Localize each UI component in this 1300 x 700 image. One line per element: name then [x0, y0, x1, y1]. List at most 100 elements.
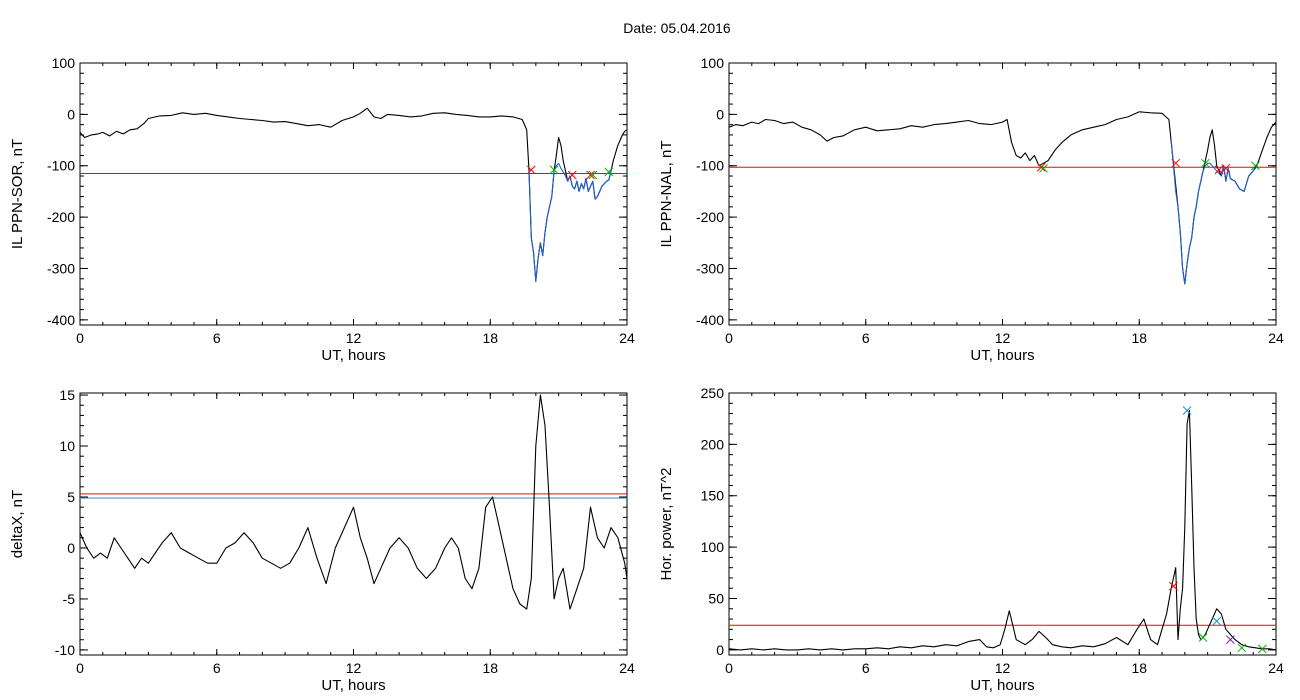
data-point-marker: [1200, 158, 1210, 168]
y-tick-label: 5: [67, 489, 75, 505]
x-tick-label: 12: [995, 660, 1011, 676]
data-point-marker: [1212, 616, 1222, 626]
data-point-marker: [1226, 635, 1235, 644]
x-tick-label: 18: [1131, 330, 1147, 346]
x-tick-label: 18: [1131, 660, 1147, 676]
chart-data-group: [80, 107, 627, 282]
x-tick-label: 24: [619, 330, 635, 346]
y-tick-label: 100: [701, 539, 725, 555]
chart-panel: 0 6 12 18 24 100 0 -100 -200 -300 -400 UT, hours IL …: [9, 55, 635, 364]
x-tick-label: 6: [213, 660, 221, 676]
x-tick-label: 6: [862, 660, 870, 676]
marker-stroke: [588, 170, 598, 180]
marker-stroke: [1257, 644, 1267, 654]
x-tick-label: 0: [76, 660, 84, 676]
marker-stroke: [1198, 633, 1208, 642]
y-tick-label: 100: [701, 55, 725, 71]
y-tick-label: 150: [701, 488, 725, 504]
data-point-marker: [604, 167, 614, 177]
x-tick-label: 24: [619, 660, 635, 676]
y-tick-label: -300: [47, 260, 75, 276]
chart-data-group: [729, 406, 1276, 654]
marker-stroke: [1036, 162, 1046, 172]
plot-frame: [728, 392, 1277, 656]
y-tick-label: -10: [55, 642, 75, 658]
plot-frame: [728, 62, 1277, 326]
y-tick-label: -100: [696, 158, 724, 174]
x-tick-label: 0: [725, 330, 733, 346]
y-tick-label: 10: [59, 438, 75, 454]
x-tick-label: 18: [482, 660, 498, 676]
y-tick-label: 0: [67, 540, 75, 556]
y-tick-label: -200: [696, 209, 724, 225]
y-tick-label: 15: [59, 387, 75, 403]
data-point-marker: [1169, 581, 1178, 591]
marker-stroke: [567, 170, 577, 180]
data-point-marker: [549, 165, 559, 175]
x-tick-label: 12: [346, 330, 362, 346]
plot-frame: [79, 62, 628, 326]
data-point-marker: [567, 170, 577, 180]
marker-stroke: [549, 165, 559, 175]
y-tick-label: 100: [52, 55, 76, 71]
x-axis-label: UT, hours: [321, 347, 385, 364]
marker-stroke: [1214, 165, 1224, 175]
y-tick-label: -400: [696, 312, 724, 328]
data-point-marker: [586, 170, 595, 180]
x-axis-label: UT, hours: [970, 677, 1034, 694]
marker-stroke: [604, 167, 614, 177]
x-axis-label: UT, hours: [970, 347, 1034, 364]
series-line: [729, 111, 1276, 285]
marker-stroke: [1039, 163, 1048, 173]
marker-stroke: [1226, 635, 1235, 644]
y-tick-label: 250: [701, 385, 725, 401]
marker-stroke: [1169, 581, 1178, 591]
series-line: [528, 162, 612, 282]
x-tick-label: 24: [1268, 660, 1284, 676]
series-line: [1170, 140, 1259, 285]
x-tick-label: 18: [482, 330, 498, 346]
marker-stroke: [1221, 163, 1231, 173]
marker-stroke: [1200, 158, 1210, 168]
x-tick-label: 0: [76, 330, 84, 346]
y-tick-label: 50: [708, 590, 724, 606]
y-axis-label: Hor. power, nT^2: [658, 468, 675, 581]
y-tick-label: -5: [63, 591, 76, 607]
y-axis-label: IL PPN-NAL, nT: [658, 141, 675, 248]
y-tick-label: -300: [696, 260, 724, 276]
data-point-marker: [526, 165, 536, 175]
marker-stroke: [1237, 643, 1247, 653]
data-point-marker: [1039, 163, 1048, 173]
x-tick-label: 6: [213, 330, 221, 346]
chart-data-group: [729, 111, 1276, 285]
y-tick-label: 0: [716, 642, 724, 658]
chart-panel: 0 6 12 18 24 100 0 -100 -200 -300 -400 UT, hours IL …: [658, 55, 1284, 364]
y-axis-label: deltaX, nT: [9, 490, 26, 558]
data-point-marker: [1257, 644, 1267, 654]
data-point-marker: [1251, 161, 1260, 171]
series-line: [80, 394, 627, 610]
x-tick-label: 24: [1268, 330, 1284, 346]
y-tick-label: -200: [47, 209, 75, 225]
chart-panel: 0 6 12 18 24 250 200 150 100 50 0 UT, hours Hor. pow…: [658, 385, 1284, 694]
marker-stroke: [1182, 406, 1192, 415]
data-point-marker: [1036, 162, 1046, 172]
figure-title: Date: 05.04.2016: [623, 20, 731, 36]
data-point-marker: [1198, 633, 1208, 642]
x-axis-label: UT, hours: [321, 677, 385, 694]
data-point-marker: [1214, 165, 1224, 175]
marker-stroke: [586, 170, 595, 180]
series-line: [729, 409, 1276, 651]
marker-stroke: [526, 165, 536, 175]
data-point-marker: [1171, 158, 1181, 168]
data-point-marker: [1182, 406, 1192, 415]
series-line: [80, 107, 627, 282]
x-tick-label: 12: [346, 660, 362, 676]
y-axis-label: IL PPN-SOR, nT: [9, 139, 26, 249]
y-tick-label: 0: [67, 106, 75, 122]
y-tick-label: 0: [716, 106, 724, 122]
data-point-marker: [588, 170, 598, 180]
x-tick-label: 12: [995, 330, 1011, 346]
